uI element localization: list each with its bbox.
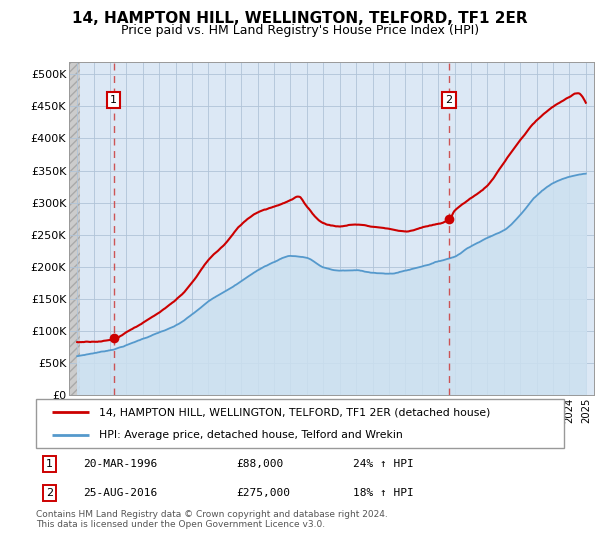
Text: 14, HAMPTON HILL, WELLINGTON, TELFORD, TF1 2ER (detached house): 14, HAMPTON HILL, WELLINGTON, TELFORD, T… — [100, 407, 491, 417]
Text: 1: 1 — [110, 95, 117, 105]
Text: £88,000: £88,000 — [236, 459, 284, 469]
Text: 14, HAMPTON HILL, WELLINGTON, TELFORD, TF1 2ER: 14, HAMPTON HILL, WELLINGTON, TELFORD, T… — [72, 11, 528, 26]
Text: 2: 2 — [445, 95, 452, 105]
Text: Price paid vs. HM Land Registry's House Price Index (HPI): Price paid vs. HM Land Registry's House … — [121, 24, 479, 36]
FancyBboxPatch shape — [36, 399, 564, 448]
Text: 20-MAR-1996: 20-MAR-1996 — [83, 459, 158, 469]
Bar — [69, 62, 80, 395]
Text: Contains HM Land Registry data © Crown copyright and database right 2024.
This d: Contains HM Land Registry data © Crown c… — [36, 510, 388, 529]
Text: 1: 1 — [46, 459, 53, 469]
Text: HPI: Average price, detached house, Telford and Wrekin: HPI: Average price, detached house, Telf… — [100, 430, 403, 440]
Text: 2: 2 — [46, 488, 53, 498]
Text: 25-AUG-2016: 25-AUG-2016 — [83, 488, 158, 498]
Bar — [69, 62, 80, 395]
Text: 18% ↑ HPI: 18% ↑ HPI — [353, 488, 413, 498]
Text: 24% ↑ HPI: 24% ↑ HPI — [353, 459, 413, 469]
Text: £275,000: £275,000 — [236, 488, 290, 498]
